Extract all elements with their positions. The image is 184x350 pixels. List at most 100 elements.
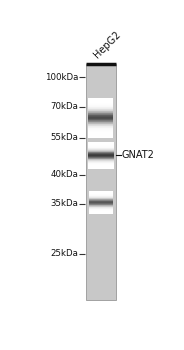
Bar (88, 135, 114, 137)
Bar (88, 147, 114, 148)
Bar (89, 197, 113, 198)
Bar (89, 198, 113, 199)
Bar (88, 151, 114, 152)
Bar (88, 103, 114, 104)
Bar (88, 132, 114, 133)
Bar (88, 154, 114, 155)
Bar (89, 208, 113, 209)
Bar (89, 195, 113, 196)
Bar (88, 121, 114, 122)
Bar (88, 164, 114, 165)
Bar (88, 157, 114, 158)
Bar (88, 111, 114, 112)
Bar (89, 193, 113, 194)
Bar (88, 150, 114, 151)
Bar (88, 118, 114, 119)
Bar (88, 117, 114, 118)
Bar (88, 159, 114, 160)
Bar (88, 112, 114, 113)
Bar (88, 155, 114, 156)
Bar (89, 204, 113, 205)
Bar (88, 101, 114, 102)
Bar (88, 122, 114, 123)
Text: 55kDa: 55kDa (51, 133, 79, 142)
Bar (88, 167, 114, 168)
Bar (89, 206, 113, 207)
Bar (88, 159, 114, 160)
Bar (88, 120, 114, 121)
Text: 35kDa: 35kDa (51, 199, 79, 208)
Bar (88, 149, 114, 150)
Bar (89, 195, 113, 196)
Bar (88, 102, 114, 103)
Bar (88, 100, 114, 101)
Bar (88, 165, 114, 166)
Text: 70kDa: 70kDa (51, 102, 79, 111)
Bar (88, 156, 114, 157)
Bar (88, 110, 114, 111)
Bar (89, 198, 113, 199)
Text: GNAT2: GNAT2 (121, 150, 154, 160)
Bar (88, 116, 114, 117)
Bar (89, 209, 113, 210)
Bar (88, 133, 114, 134)
Bar (88, 168, 114, 169)
Bar (86, 64, 116, 300)
Bar (88, 147, 114, 148)
Bar (89, 192, 113, 193)
Bar (88, 106, 114, 107)
Bar (89, 203, 113, 204)
Bar (88, 115, 114, 116)
Bar (89, 214, 113, 215)
Bar (88, 154, 114, 155)
Bar (88, 152, 114, 153)
Bar (89, 211, 113, 212)
Bar (89, 213, 113, 214)
Bar (89, 212, 113, 213)
Bar (88, 99, 114, 100)
Bar (89, 210, 113, 211)
Bar (88, 149, 114, 150)
Bar (88, 126, 114, 127)
Bar (88, 148, 114, 149)
Bar (88, 114, 114, 115)
Bar (88, 124, 114, 125)
Bar (88, 162, 114, 163)
Bar (88, 108, 114, 109)
Bar (88, 112, 114, 113)
Bar (88, 136, 114, 137)
Bar (88, 131, 114, 132)
Bar (88, 161, 114, 162)
Bar (88, 135, 114, 136)
Bar (88, 134, 114, 135)
Bar (88, 144, 114, 145)
Bar (88, 130, 114, 131)
Bar (88, 128, 114, 129)
Bar (88, 109, 114, 110)
Bar (89, 191, 113, 192)
Bar (88, 160, 114, 161)
Bar (89, 201, 113, 202)
Bar (89, 201, 113, 202)
Bar (88, 105, 114, 106)
Text: 25kDa: 25kDa (51, 249, 79, 258)
Bar (88, 166, 114, 167)
Bar (88, 129, 114, 130)
Bar (88, 153, 114, 154)
Bar (88, 137, 114, 138)
Bar (88, 124, 114, 125)
Bar (89, 207, 113, 208)
Bar (88, 107, 114, 108)
Bar (88, 100, 114, 101)
Text: HepG2: HepG2 (91, 29, 122, 60)
Bar (88, 161, 114, 162)
Bar (88, 158, 114, 159)
Bar (89, 196, 113, 197)
Bar (88, 130, 114, 131)
Bar (89, 204, 113, 205)
Bar (88, 119, 114, 120)
Bar (88, 145, 114, 146)
Bar (88, 125, 114, 126)
Bar (88, 106, 114, 107)
Bar (88, 146, 114, 147)
